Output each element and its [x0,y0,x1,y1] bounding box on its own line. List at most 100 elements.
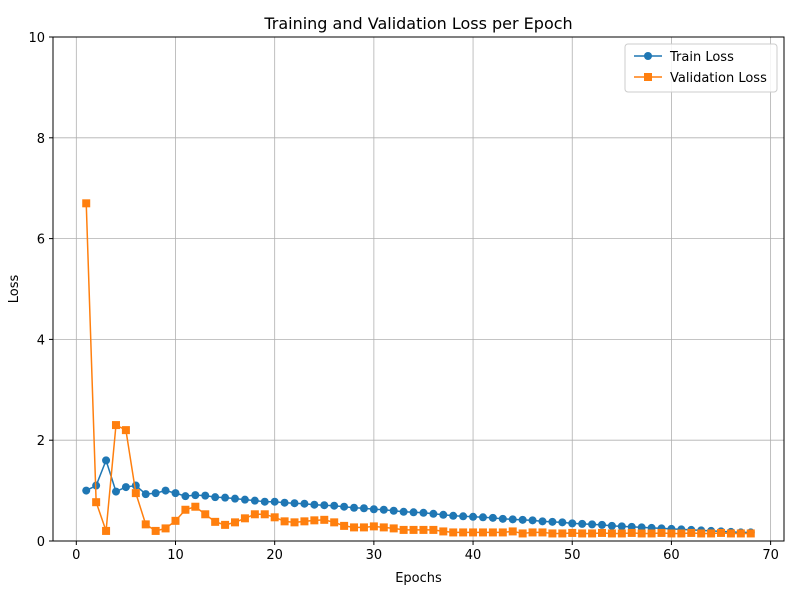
train-loss-point [637,523,646,532]
validation-loss-series [82,199,755,538]
validation-loss-point [647,529,656,538]
y-tick-label: 2 [37,434,45,449]
legend-entry-train: Train Loss [634,50,734,65]
validation-loss-point [528,528,537,537]
train-loss-point [379,505,388,514]
axis-ticks: 0 10 20 30 40 50 60 70 0 2 4 6 8 10 [28,31,778,563]
train-loss-point [488,513,497,522]
train-loss-point [270,497,279,506]
validation-loss-point [171,516,180,525]
train-loss-point [161,486,170,495]
train-loss-point [141,490,150,499]
legend-validation-label: Validation Loss [670,71,767,86]
validation-loss-point [280,517,289,526]
validation-loss-point [746,529,755,538]
validation-loss-point [736,529,745,538]
train-loss-point [260,497,269,506]
train-loss-point [568,519,577,528]
validation-loss-point [498,528,507,537]
train-loss-point [320,501,329,510]
validation-loss-point [627,528,636,537]
legend-train-marker [644,52,652,60]
validation-loss-point [707,529,716,538]
validation-loss-point [181,505,190,514]
train-loss-point [389,506,398,515]
train-loss-point [151,489,160,498]
validation-loss-point [82,199,91,208]
validation-loss-point [320,515,329,524]
validation-loss-point [429,525,438,534]
validation-loss-point [141,520,150,529]
validation-loss-point [131,489,140,498]
validation-loss-point [399,525,408,534]
validation-loss-point [617,529,626,538]
validation-loss-point [459,528,468,537]
x-tick-label: 30 [366,548,383,563]
validation-loss-point [597,528,606,537]
y-tick-label: 8 [37,132,45,147]
train-loss-point [578,519,587,528]
train-loss-point [459,512,468,521]
x-tick-label: 20 [266,548,283,563]
train-loss-point [449,511,458,520]
legend-train-label: Train Loss [669,50,734,65]
y-tick-label: 10 [28,31,45,46]
train-loss-point [280,498,289,507]
train-loss-point [558,518,567,527]
train-loss-point [330,501,339,510]
train-loss-point [429,509,438,518]
validation-loss-point [102,526,111,535]
train-loss-point [478,513,487,522]
validation-loss-point [518,529,527,538]
train-loss-point [359,504,368,513]
plot-frame [52,36,785,542]
train-loss-point [617,522,626,531]
validation-loss-point [389,524,398,533]
legend: Train Loss Validation Loss [624,43,778,93]
train-loss-point [171,489,180,498]
validation-loss-point [409,525,418,534]
x-tick-label: 60 [663,548,680,563]
validation-loss-point [478,528,487,537]
validation-loss-point [657,528,666,537]
train-loss-point [102,456,111,465]
train-loss-point [627,522,636,531]
validation-loss-point [488,528,497,537]
train-loss-point [211,493,220,502]
validation-loss-point [240,514,249,523]
validation-loss-point [231,518,240,527]
train-loss-point [369,505,378,514]
train-loss-point [508,515,517,524]
validation-loss-point [92,498,101,507]
train-loss-point [419,508,428,517]
validation-loss-point [221,520,230,529]
train-loss-point [597,520,606,529]
y-tick-label: 6 [37,233,45,248]
validation-loss-point [726,529,735,538]
train-loss-point [548,517,557,526]
train-loss-point [82,486,91,495]
validation-loss-point [290,518,299,527]
validation-loss-point [607,529,616,538]
validation-loss-point [260,510,269,519]
validation-loss-point [548,529,557,538]
validation-loss-point [588,529,597,538]
validation-loss-point [667,529,676,538]
train-loss-point [469,512,478,521]
validation-loss-point [151,526,160,535]
validation-loss-point [637,529,646,538]
validation-loss-point [350,523,359,532]
validation-loss-point [111,421,120,430]
train-loss-point [290,499,299,508]
train-loss-point [240,495,249,504]
validation-loss-point [270,513,279,522]
train-loss-point [121,483,130,492]
train-loss-point [191,491,200,500]
validation-loss-point [558,529,567,538]
x-axis-title: Epochs [395,571,442,586]
validation-loss-point [697,529,706,538]
validation-loss-point [340,521,349,530]
train-loss-point [350,503,359,512]
